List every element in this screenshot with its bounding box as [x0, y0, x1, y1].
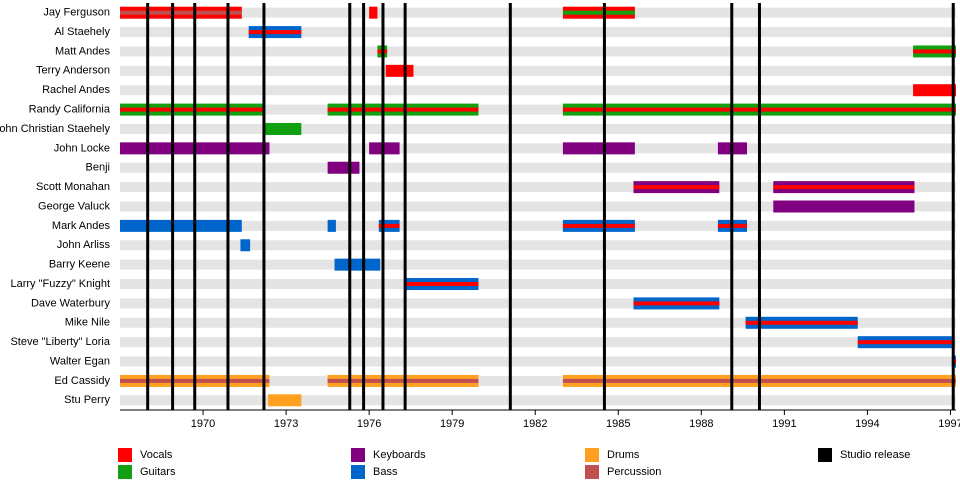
row-stripe — [120, 279, 956, 290]
x-tick-label: 1997 — [938, 418, 960, 430]
member-bar — [773, 200, 915, 213]
member-label: Jay Ferguson — [43, 7, 110, 19]
row-stripe — [120, 85, 956, 96]
legend-label: Bass — [373, 466, 398, 478]
x-tick-label: 1991 — [772, 418, 796, 430]
member-bar — [334, 258, 381, 271]
legend-label: Drums — [607, 449, 640, 461]
member-bar — [369, 6, 378, 19]
legend-label: Percussion — [607, 466, 661, 478]
row-stripe — [120, 220, 956, 231]
member-label: Barry Keene — [49, 259, 110, 271]
member-label: Steve "Liberty" Loria — [10, 336, 110, 348]
legend-swatch — [351, 448, 365, 462]
row-stripe — [120, 7, 956, 18]
member-label: John Arliss — [57, 239, 111, 251]
row-stripe — [120, 337, 956, 348]
member-label: Benji — [86, 162, 110, 174]
row-stripe — [120, 201, 956, 212]
legend-swatch — [351, 465, 365, 479]
member-bar-secondary — [248, 30, 302, 35]
x-tick-label: 1970 — [191, 418, 215, 430]
row-stripe — [120, 46, 956, 57]
member-label: Larry "Fuzzy" Knight — [10, 278, 110, 290]
member-bar-secondary — [120, 107, 263, 112]
legend-label: Keyboards — [373, 449, 426, 461]
row-stripe — [120, 104, 956, 115]
member-bar-secondary — [327, 107, 479, 112]
member-label: Stu Perry — [64, 394, 110, 406]
member-label: Walter Egan — [50, 355, 110, 367]
member-label: Mike Nile — [65, 317, 110, 329]
legend-swatch — [118, 465, 132, 479]
legend-label: Guitars — [140, 466, 176, 478]
member-bar-secondary — [745, 320, 858, 325]
member-bar-secondary — [406, 282, 479, 287]
row-stripe — [120, 259, 956, 270]
member-label: Al Staehely — [54, 26, 110, 38]
row-stripe — [120, 162, 956, 173]
legend-label: Vocals — [140, 449, 173, 461]
row-stripe — [120, 317, 956, 328]
member-bar-secondary — [633, 301, 720, 306]
member-label: Matt Andes — [55, 45, 111, 57]
member-label: Rachel Andes — [42, 84, 110, 96]
member-label: Randy California — [29, 104, 111, 116]
member-bar — [240, 239, 251, 252]
member-label: John Locke — [54, 142, 110, 154]
member-bar-secondary — [857, 340, 952, 345]
member-bar-secondary — [327, 378, 479, 383]
x-tick-label: 1988 — [689, 418, 713, 430]
x-tick-label: 1994 — [855, 418, 879, 430]
legend-swatch — [118, 448, 132, 462]
legend-label: Studio release — [840, 449, 910, 461]
member-bar — [385, 64, 414, 77]
row-stripe — [120, 65, 956, 76]
member-bar — [262, 122, 302, 135]
row-stripe — [120, 395, 956, 406]
row-stripe — [120, 143, 956, 154]
row-stripe — [120, 27, 956, 38]
member-bar-secondary — [913, 49, 956, 54]
member-label: Ed Cassidy — [54, 375, 110, 387]
member-label: Dave Waterbury — [31, 297, 111, 309]
member-bar-secondary — [378, 223, 400, 228]
x-tick-label: 1979 — [440, 418, 464, 430]
legend-swatch — [585, 448, 599, 462]
member-label: George Valuck — [38, 200, 110, 212]
member-label: John Christian Staehely — [0, 123, 110, 135]
member-bar-secondary — [562, 10, 635, 15]
legend-swatch — [585, 465, 599, 479]
member-bar — [562, 142, 635, 155]
member-bar — [327, 161, 360, 174]
x-tick-label: 1976 — [357, 418, 381, 430]
x-tick-label: 1985 — [606, 418, 630, 430]
member-label: Scott Monahan — [36, 181, 110, 193]
row-stripe — [120, 356, 956, 367]
member-bar — [120, 219, 242, 232]
member-bar — [268, 394, 302, 407]
member-bar-secondary — [120, 10, 242, 15]
member-bar — [913, 84, 956, 97]
member-bar-secondary — [773, 185, 915, 190]
member-label: Terry Anderson — [36, 65, 110, 77]
x-tick-label: 1973 — [274, 418, 298, 430]
row-stripe — [120, 240, 956, 251]
member-bar-secondary — [633, 185, 720, 190]
row-stripe — [120, 123, 956, 134]
member-label: Mark Andes — [52, 220, 111, 232]
row-stripe — [120, 375, 956, 386]
x-tick-label: 1982 — [523, 418, 547, 430]
row-stripe — [120, 182, 956, 193]
member-bar — [327, 219, 336, 232]
row-stripe — [120, 298, 956, 309]
member-bar-secondary — [562, 223, 635, 228]
legend-swatch — [818, 448, 832, 462]
